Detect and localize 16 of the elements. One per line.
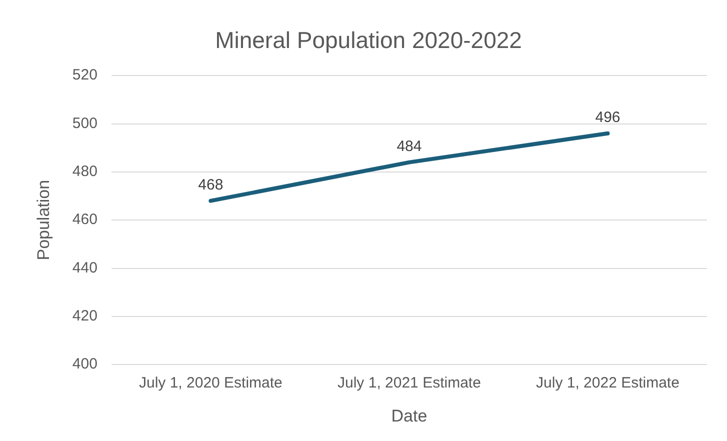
x-tick-label: July 1, 2022 Estimate <box>536 374 680 392</box>
x-tick-label: July 1, 2020 Estimate <box>138 374 282 392</box>
data-label: 484 <box>396 138 422 155</box>
chart-title: Mineral Population 2020-2022 <box>215 27 522 54</box>
y-tick-label: 500 <box>72 114 98 132</box>
y-tick-label: 440 <box>72 259 98 276</box>
y-tick-label: 420 <box>72 308 98 325</box>
x-axis-title: Date <box>391 406 428 426</box>
y-tick-label: 480 <box>72 163 98 180</box>
data-label: 496 <box>595 109 620 126</box>
y-tick-label: 400 <box>72 356 98 373</box>
y-axis-title: Population <box>34 180 53 260</box>
y-tick-label: 520 <box>72 66 98 84</box>
data-label: 468 <box>198 176 224 194</box>
x-tick-label: July 1, 2021 Estimate <box>338 374 481 392</box>
y-tick-label: 460 <box>72 211 98 228</box>
